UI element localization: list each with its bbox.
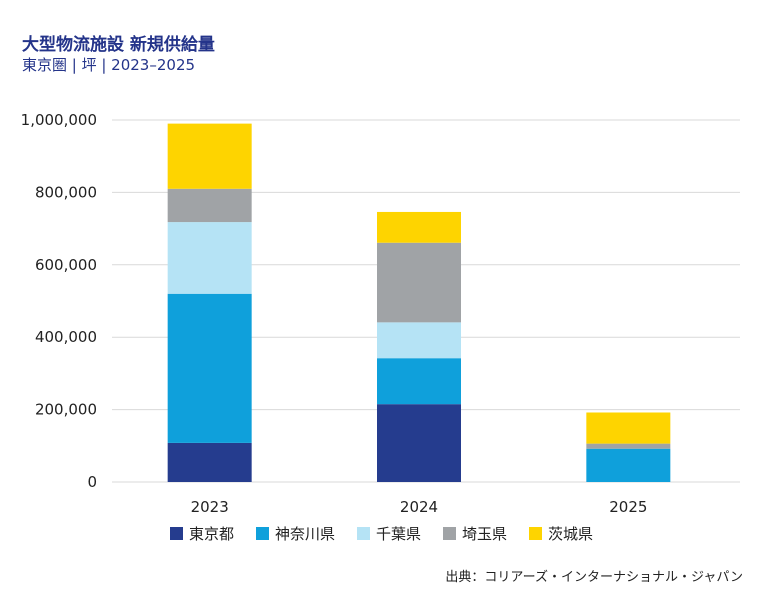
y-tick-label: 600,000 [35, 256, 97, 274]
bar-segment-東京都-2024 [377, 404, 461, 482]
x-tick-label: 2023 [191, 498, 229, 516]
bar-segment-千葉県-2023 [167, 222, 252, 294]
legend-item: 茨城県 [529, 523, 593, 544]
legend-item: 埼玉県 [443, 523, 507, 544]
legend-label: 埼玉県 [462, 525, 508, 543]
legend-swatch [169, 527, 183, 540]
legend-item: 神奈川県 [255, 523, 335, 544]
x-tick-label: 2025 [609, 498, 647, 516]
legend-label: 神奈川県 [274, 525, 335, 543]
legend-item: 千葉県 [356, 523, 421, 544]
label-layer: 0 200,000 400,000 600,000 800,000 1,000,000 20… [21, 111, 648, 516]
source-note: 出典：コリアーズ・インターナショナル・ジャパン [445, 570, 743, 585]
bar-segment-茨城県-2025 [586, 412, 671, 444]
y-tick-label: 200,000 [35, 401, 97, 419]
legend-item: 東京都 [169, 523, 234, 544]
y-tick-label: 400,000 [35, 328, 97, 346]
bar-segment-千葉県-2024 [377, 322, 461, 359]
bar-segment-埼玉県-2025 [586, 443, 671, 449]
chart-legend: 東京都 神奈川県 千葉県 埼玉県 茨城県 [0, 523, 763, 544]
chart-title: 大型物流施設 新規供給量 [22, 35, 215, 55]
legend-label: 茨城県 [548, 525, 594, 543]
bar-segment-神奈川県-2024 [377, 358, 461, 405]
legend-label: 千葉県 [375, 525, 421, 543]
bar-segment-神奈川県-2023 [167, 293, 252, 443]
legend-swatch [443, 527, 456, 540]
y-tick-label: 0 [87, 473, 97, 491]
bar-segment-神奈川県-2025 [586, 448, 671, 482]
legend-swatch [255, 527, 269, 540]
x-tick-label: 2024 [400, 498, 438, 516]
legend-swatch [529, 527, 543, 540]
bar-segment-埼玉県-2023 [167, 188, 252, 223]
y-tick-label: 800,000 [35, 183, 97, 201]
bar-layer [167, 123, 671, 482]
bar-segment-茨城県-2023 [167, 123, 252, 189]
legend-swatch [356, 527, 370, 540]
bar-segment-埼玉県-2024 [377, 242, 461, 323]
legend-label: 東京都 [188, 525, 234, 543]
y-tick-label: 1,000,000 [21, 111, 97, 129]
chart-subtitle: 東京圏 | 坪 | 2023–2025 [22, 56, 196, 74]
bar-segment-茨城県-2024 [377, 211, 461, 243]
bar-segment-東京都-2023 [167, 442, 252, 482]
